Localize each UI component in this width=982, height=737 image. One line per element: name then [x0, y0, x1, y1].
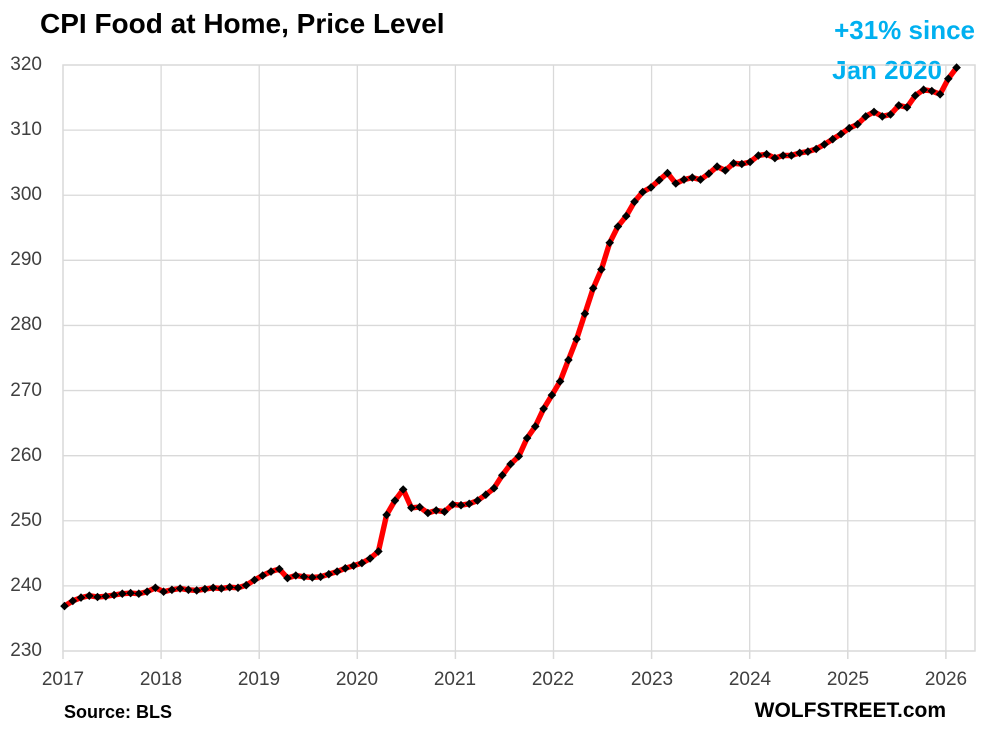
y-tick-label: 230 — [10, 640, 42, 661]
annotation-pct-change: +31% since Jan 2020 — [832, 10, 975, 90]
cpi-series-line — [61, 64, 960, 609]
x-tick-label: 2017 — [41, 669, 85, 690]
plot-border — [62, 64, 976, 652]
y-tick-label: 240 — [10, 575, 42, 596]
x-tick-label: 2025 — [826, 669, 870, 690]
source-note: Source: BLS — [64, 702, 173, 722]
site-branding: WOLFSTREET.com — [754, 699, 946, 722]
y-tick-label: 290 — [10, 249, 42, 270]
annotation-line-1: +31% since — [834, 15, 975, 45]
x-tick-label: 2018 — [139, 669, 183, 690]
y-tick-label: 250 — [10, 510, 42, 531]
x-tick-label: 2019 — [237, 669, 281, 690]
x-tick-label: 2022 — [531, 669, 575, 690]
x-tick-label: 2020 — [335, 669, 379, 690]
y-tick-label: 280 — [10, 314, 42, 335]
x-tick-label: 2023 — [630, 669, 674, 690]
y-tick-label: 260 — [10, 445, 42, 466]
x-tick-label: 2024 — [728, 669, 772, 690]
y-tick-label: 300 — [10, 184, 42, 205]
cpi-data-point-markers — [60, 63, 961, 611]
y-tick-label: 270 — [10, 380, 42, 401]
annotation-line-2: Jan 2020 — [832, 55, 942, 85]
y-tick-label: 320 — [10, 54, 42, 75]
x-tick-label: 2021 — [433, 669, 477, 690]
chart-title: CPI Food at Home, Price Level — [40, 8, 445, 39]
x-tick-label: 2026 — [924, 669, 968, 690]
y-tick-label: 310 — [10, 119, 42, 140]
